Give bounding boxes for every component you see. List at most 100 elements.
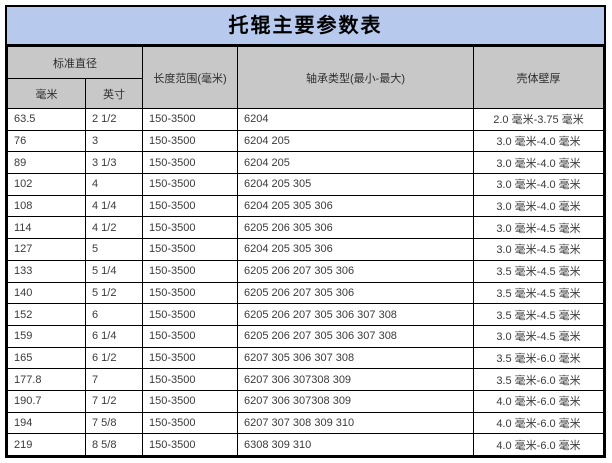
- table-body: 63.5 2 1/2 150-3500 6204 2.0 毫米-3.75 毫米 76 3 15…: [7, 108, 604, 456]
- header-standard-diameter: 标准直径: [7, 46, 143, 79]
- cell-diameter-mm: 177.8: [7, 368, 86, 391]
- cell-length-range: 150-3500: [142, 129, 238, 153]
- cell-wall-thickness: 4.0 毫米-6.0 毫米: [473, 433, 604, 456]
- table-row: 89 3 1/3 150-3500 6204 205 3.0 毫米-4.0 毫米: [7, 151, 604, 175]
- cell-bearing-type: 6204: [237, 108, 474, 131]
- cell-diameter-mm: 133: [7, 259, 86, 283]
- cell-diameter-mm: 76: [7, 129, 86, 153]
- table-row: 133 5 1/4 150-3500 6205 206 207 305 306 3.5 …: [7, 259, 604, 283]
- cell-length-range: 150-3500: [142, 173, 238, 196]
- cell-diameter-mm: 127: [7, 238, 86, 261]
- cell-diameter-inch: 6 1/4: [85, 324, 143, 348]
- parameters-grid: 标准直径 长度范围(毫米) 轴承类型(最小-最大) 壳体壁厚 毫米 英寸 63.…: [7, 46, 604, 456]
- cell-diameter-mm: 152: [7, 303, 86, 326]
- cell-diameter-mm: 165: [7, 346, 86, 370]
- cell-wall-thickness: 3.0 毫米-4.5 毫米: [473, 238, 604, 261]
- cell-diameter-inch: 6: [85, 303, 143, 326]
- cell-bearing-type: 6207 306 307308 309: [237, 389, 474, 413]
- cell-wall-thickness: 3.0 毫米-4.0 毫米: [473, 194, 604, 218]
- table-row: 140 5 1/2 150-3500 6205 206 207 305 306 3.5 …: [7, 281, 604, 305]
- cell-bearing-type: 6204 205: [237, 129, 474, 153]
- cell-wall-thickness: 3.5 毫米-4.5 毫米: [473, 259, 604, 283]
- table-row: 152 6 150-3500 6205 206 207 305 306 307 308…: [7, 303, 604, 326]
- cell-bearing-type: 6205 206 305 306: [237, 216, 474, 240]
- cell-diameter-inch: 2 1/2: [85, 108, 143, 131]
- cell-bearing-type: 6207 307 308 309 310: [237, 411, 474, 435]
- cell-wall-thickness: 3.0 毫米-4.0 毫米: [473, 151, 604, 175]
- cell-length-range: 150-3500: [142, 194, 238, 218]
- cell-length-range: 150-3500: [142, 324, 238, 348]
- cell-wall-thickness: 3.5 毫米-4.5 毫米: [473, 281, 604, 305]
- cell-bearing-type: 6207 305 306 307 308: [237, 346, 474, 370]
- cell-length-range: 150-3500: [142, 151, 238, 175]
- cell-wall-thickness: 3.0 毫米-4.5 毫米: [473, 324, 604, 348]
- cell-diameter-inch: 3 1/3: [85, 151, 143, 175]
- cell-length-range: 150-3500: [142, 216, 238, 240]
- table-row: 63.5 2 1/2 150-3500 6204 2.0 毫米-3.75 毫米: [7, 108, 604, 131]
- cell-length-range: 150-3500: [142, 346, 238, 370]
- cell-diameter-inch: 5: [85, 238, 143, 261]
- table-row: 159 6 1/4 150-3500 6205 206 207 305 306 307…: [7, 324, 604, 348]
- cell-diameter-mm: 159: [7, 324, 86, 348]
- cell-diameter-inch: 4 1/4: [85, 194, 143, 218]
- header-inch: 英寸: [85, 78, 143, 109]
- cell-diameter-inch: 4: [85, 173, 143, 196]
- table-row: 102 4 150-3500 6204 205 305 3.0 毫米-4.0 毫米: [7, 173, 604, 196]
- cell-diameter-mm: 194: [7, 411, 86, 435]
- cell-diameter-inch: 6 1/2: [85, 346, 143, 370]
- cell-diameter-mm: 108: [7, 194, 86, 218]
- cell-bearing-type: 6205 206 207 305 306 307 308: [237, 303, 474, 326]
- cell-diameter-inch: 7 1/2: [85, 389, 143, 413]
- cell-diameter-mm: 114: [7, 216, 86, 240]
- cell-diameter-inch: 8 5/8: [85, 433, 143, 456]
- cell-length-range: 150-3500: [142, 368, 238, 391]
- cell-length-range: 150-3500: [142, 303, 238, 326]
- cell-length-range: 150-3500: [142, 281, 238, 305]
- cell-diameter-mm: 102: [7, 173, 86, 196]
- cell-bearing-type: 6205 206 207 305 306: [237, 259, 474, 283]
- cell-diameter-inch: 5 1/4: [85, 259, 143, 283]
- cell-diameter-mm: 219: [7, 433, 86, 456]
- table-row: 127 5 150-3500 6204 205 305 306 3.0 毫米-4.5 毫…: [7, 238, 604, 261]
- cell-wall-thickness: 2.0 毫米-3.75 毫米: [473, 108, 604, 131]
- table-header: 标准直径 长度范围(毫米) 轴承类型(最小-最大) 壳体壁厚 毫米 英寸: [7, 46, 604, 109]
- cell-wall-thickness: 3.0 毫米-4.5 毫米: [473, 216, 604, 240]
- cell-diameter-mm: 140: [7, 281, 86, 305]
- cell-wall-thickness: 3.0 毫米-4.0 毫米: [473, 129, 604, 153]
- cell-bearing-type: 6204 205 305: [237, 173, 474, 196]
- cell-length-range: 150-3500: [142, 259, 238, 283]
- cell-bearing-type: 6308 309 310: [237, 433, 474, 456]
- cell-length-range: 150-3500: [142, 389, 238, 413]
- cell-diameter-inch: 7: [85, 368, 143, 391]
- table-row: 114 4 1/2 150-3500 6205 206 305 306 3.0 毫米-4…: [7, 216, 604, 240]
- cell-diameter-inch: 3: [85, 129, 143, 153]
- table-title: 托辊主要参数表: [7, 7, 604, 46]
- header-wall-thickness: 壳体壁厚: [473, 46, 604, 109]
- cell-wall-thickness: 3.5 毫米-6.0 毫米: [473, 368, 604, 391]
- cell-wall-thickness: 3.5 毫米-6.0 毫米: [473, 346, 604, 370]
- cell-bearing-type: 6207 306 307308 309: [237, 368, 474, 391]
- table-row: 194 7 5/8 150-3500 6207 307 308 309 310 4.0 …: [7, 411, 604, 435]
- table-row: 190.7 7 1/2 150-3500 6207 306 307308 309 4.0…: [7, 389, 604, 413]
- cell-length-range: 150-3500: [142, 433, 238, 456]
- cell-wall-thickness: 4.0 毫米-6.0 毫米: [473, 389, 604, 413]
- cell-length-range: 150-3500: [142, 108, 238, 131]
- parameters-table: 托辊主要参数表 标准直径 长度范围(毫米) 轴承类型(最小-最大) 壳体壁厚 毫…: [5, 5, 606, 458]
- cell-bearing-type: 6205 206 207 305 306 307 308: [237, 324, 474, 348]
- cell-bearing-type: 6204 205 305 306: [237, 238, 474, 261]
- cell-bearing-type: 6204 205 305 306: [237, 194, 474, 218]
- table-row: 76 3 150-3500 6204 205 3.0 毫米-4.0 毫米: [7, 129, 604, 153]
- cell-bearing-type: 6205 206 207 305 306: [237, 281, 474, 305]
- cell-diameter-mm: 190.7: [7, 389, 86, 413]
- cell-diameter-mm: 63.5: [7, 108, 86, 131]
- header-mm: 毫米: [7, 78, 86, 109]
- cell-wall-thickness: 3.5 毫米-4.5 毫米: [473, 303, 604, 326]
- cell-diameter-inch: 7 5/8: [85, 411, 143, 435]
- cell-wall-thickness: 3.0 毫米-4.0 毫米: [473, 173, 604, 196]
- cell-length-range: 150-3500: [142, 238, 238, 261]
- table-row: 108 4 1/4 150-3500 6204 205 305 306 3.0 毫米-4…: [7, 194, 604, 218]
- table-row: 165 6 1/2 150-3500 6207 305 306 307 308 3.5 …: [7, 346, 604, 370]
- cell-length-range: 150-3500: [142, 411, 238, 435]
- cell-diameter-inch: 4 1/2: [85, 216, 143, 240]
